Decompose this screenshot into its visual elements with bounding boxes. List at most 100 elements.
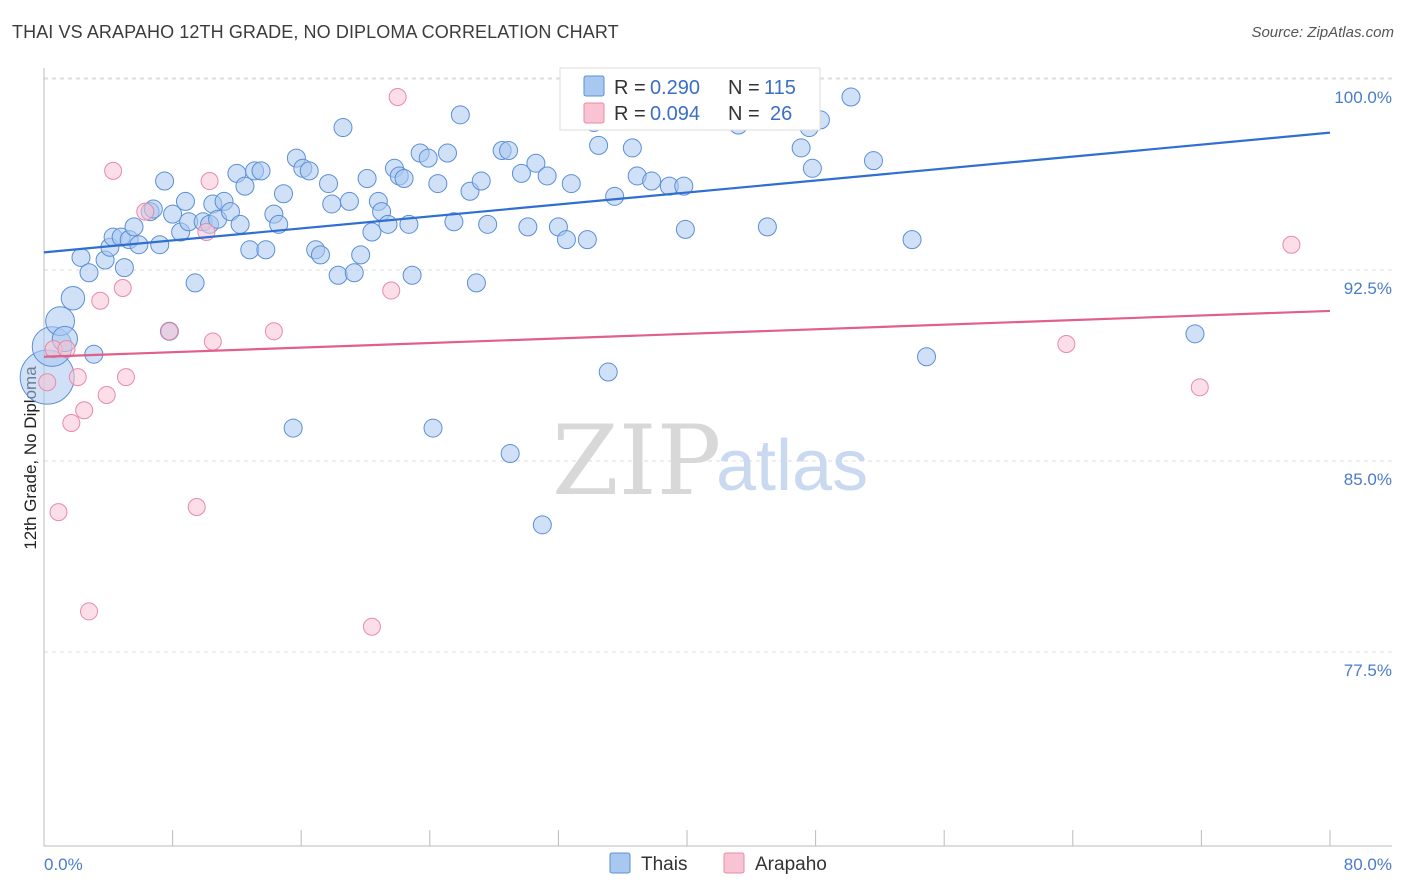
data-point-thais (437, 143, 457, 163)
data-point-arapaho (49, 503, 68, 522)
data-point-thais (561, 174, 581, 194)
data-point-arapaho (62, 413, 81, 432)
data-point-thais (322, 194, 342, 214)
data-point-arapaho (75, 401, 94, 420)
data-point-thais (589, 135, 609, 155)
data-point-thais (269, 214, 289, 234)
data-point-thais (155, 171, 175, 191)
legend-swatch-arapaho (583, 102, 605, 124)
legend-n-value-thais: 115 (764, 77, 796, 99)
watermark-atlas: atlas (716, 426, 868, 506)
data-point-thais (863, 151, 883, 171)
data-point-thais (537, 166, 557, 186)
data-point-arapaho (116, 368, 135, 387)
legend-swatch-thais (583, 75, 605, 97)
data-point-arapaho (160, 322, 179, 341)
data-point-arapaho (388, 88, 407, 106)
data-point-thais (674, 176, 694, 196)
trend-lines (43, 131, 1331, 358)
data-point-arapaho (57, 340, 76, 359)
data-point-thais (114, 258, 134, 278)
axes (43, 68, 1392, 847)
data-point-arapaho (68, 368, 87, 387)
bottom-legend-swatch-arapaho (723, 852, 745, 874)
data-point-arapaho (382, 281, 401, 300)
data-point-thais (500, 444, 520, 464)
data-point-arapaho (187, 498, 206, 517)
legend-n-label-thais: N = (728, 77, 760, 99)
y-tick-label: 100.0% (1334, 88, 1392, 107)
data-point-arapaho (1190, 378, 1209, 397)
data-point-thais (532, 515, 552, 535)
data-point-thais (394, 168, 414, 188)
data-point-thais (841, 87, 861, 107)
data-point-arapaho (104, 161, 123, 180)
data-point-thais (185, 273, 205, 293)
data-point-arapaho (38, 373, 57, 392)
bottom-legend: Thais Arapaho (609, 852, 827, 875)
chart-title: THAI VS ARAPAHO 12TH GRADE, NO DIPLOMA C… (12, 22, 619, 42)
data-point-thais (163, 204, 183, 224)
data-point-thais (418, 148, 438, 168)
data-point-thais (351, 245, 371, 265)
source-label: Source: ZipAtlas.com (1251, 24, 1394, 41)
data-point-thais (471, 171, 491, 191)
data-point-thais (220, 202, 240, 222)
data-point-thais (328, 265, 348, 285)
data-point-thais (917, 347, 937, 367)
data-point-thais (235, 176, 255, 196)
trend-line-arapaho (43, 309, 1331, 358)
data-point-thais (423, 418, 443, 438)
legend-n-value-arapaho: 26 (770, 103, 792, 125)
trend-line-thais (43, 131, 1331, 254)
data-point-arapaho (80, 602, 99, 621)
data-point-thais (1185, 324, 1205, 344)
data-point-thais (230, 214, 250, 234)
data-point-thais (402, 265, 422, 285)
data-point-arapaho (362, 617, 381, 636)
data-point-arapaho (200, 172, 219, 191)
data-point-thais (283, 418, 303, 438)
data-point-thais (124, 217, 144, 237)
data-point-thais (518, 217, 538, 237)
data-point-thais (598, 362, 618, 382)
grid-lines (44, 77, 1392, 653)
bottom-legend-swatch-thais (609, 852, 631, 874)
data-point-thais (622, 138, 642, 158)
data-point-arapaho (136, 202, 155, 221)
data-point-thais (478, 214, 498, 234)
data-point-thais (450, 105, 470, 125)
watermark-zip: ZIP (552, 405, 721, 517)
data-point-thais (344, 263, 364, 283)
data-point-thais (319, 174, 339, 194)
data-point-thais (791, 138, 811, 158)
data-point-thais (444, 212, 464, 232)
data-point-thais (60, 285, 86, 311)
data-point-thais (757, 217, 777, 237)
y-axis-title: 12th Grade, No Diploma (21, 366, 40, 550)
bottom-legend-label-arapaho: Arapaho (755, 854, 827, 875)
x-tick-label-max: 80.0% (1344, 855, 1392, 874)
legend-r-value-arapaho: 0.094 (650, 103, 700, 125)
data-point-thais (642, 171, 662, 191)
data-point-thais (79, 263, 99, 283)
data-point-arapaho (203, 332, 222, 351)
data-point-arapaho (91, 291, 110, 310)
data-point-thais (577, 230, 597, 250)
data-point-thais (378, 214, 398, 234)
x-tick-label-min: 0.0% (44, 855, 83, 874)
data-point-thais (150, 235, 170, 255)
data-point-thais (240, 240, 260, 260)
data-point-arapaho (113, 279, 132, 297)
legend-r-value-thais: 0.290 (650, 77, 700, 99)
data-point-thais (428, 174, 448, 194)
y-tick-labels: 77.5% 85.0% 92.5% 100.0% (1334, 88, 1392, 680)
data-point-thais (466, 273, 486, 293)
y-tick-label: 85.0% (1344, 470, 1392, 489)
series-arapaho (38, 88, 1301, 636)
legend-r-label-arapaho: R = (614, 103, 646, 125)
data-point-arapaho (97, 385, 116, 404)
bottom-legend-label-thais: Thais (641, 854, 687, 875)
data-point-arapaho (1282, 235, 1301, 254)
